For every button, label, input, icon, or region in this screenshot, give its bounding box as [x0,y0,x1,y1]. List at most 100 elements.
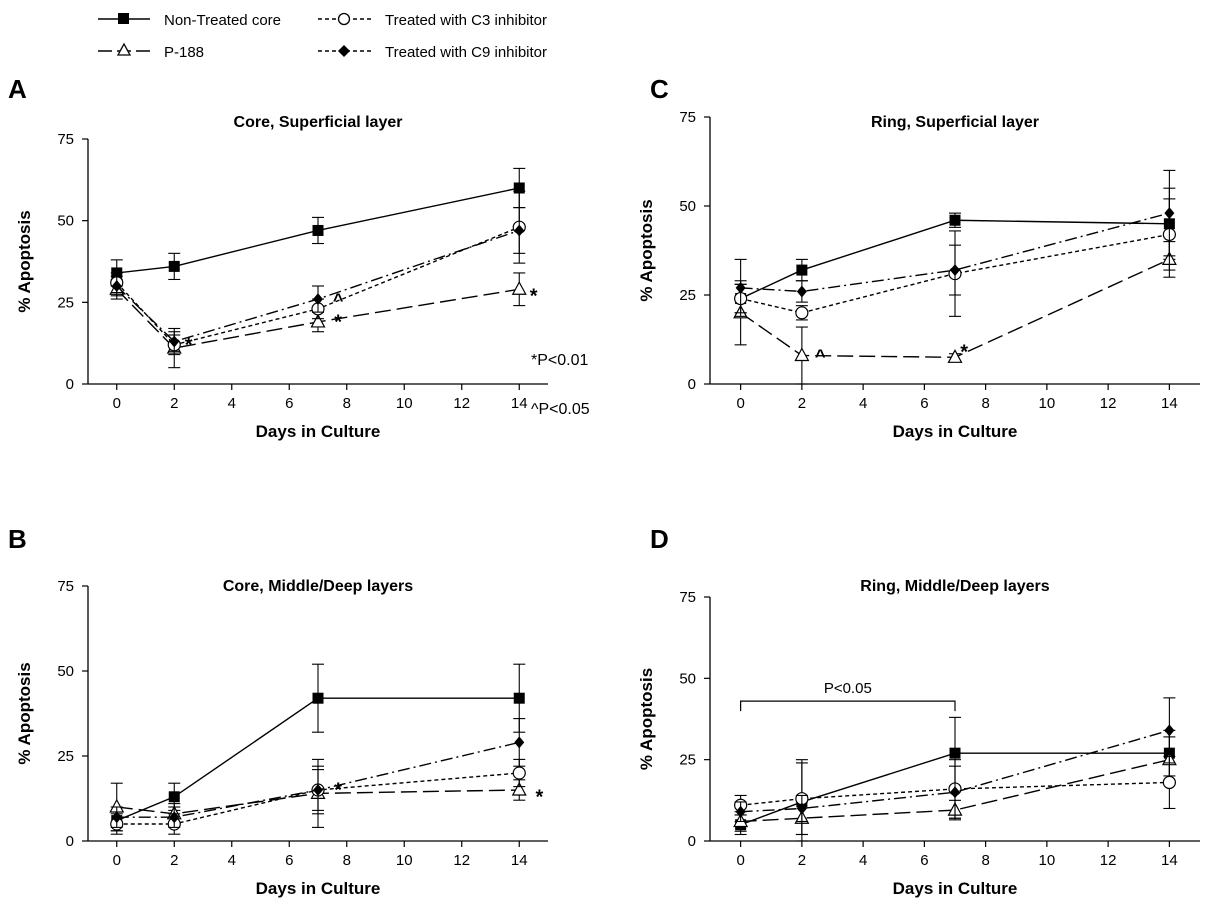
series-line [740,781,1170,806]
legend-label-c3: Treated with C3 inhibitor [385,12,547,29]
x-tick-label: 0 [736,852,744,869]
y-tick-label: 50 [57,663,74,680]
legend-entry-p188: P-188 [98,42,204,61]
data-point-diamond [313,784,323,796]
x-tick-label: 10 [1039,395,1056,412]
triangle-marker-icon [116,42,132,56]
data-point-diamond [169,811,180,824]
panel-c: C Ring, Superficial layer 0 2 4 6 8 10 12 14 0 25 50… [637,74,1200,441]
y-tick-label: 25 [679,287,696,304]
legend-label-p188: P-188 [164,44,204,61]
x-tick-label: 10 [1039,852,1056,869]
data-point-square [513,692,525,704]
x-tick-label: 14 [1161,395,1178,412]
panel-title: Core, Superficial layer [234,114,403,131]
x-axis-label: Days in Culture [893,879,1018,898]
series-line [116,741,520,818]
data-point-square [312,224,324,236]
data-point-diamond [111,811,122,824]
y-axis-label: % Apoptosis [637,199,656,301]
y-tick-label: 50 [679,670,696,687]
y-tick-label: 25 [679,752,696,769]
panel-d: D Ring, Middle/Deep layers 0 2 4 6 8 10 12 14 0 25 5… [637,524,1200,898]
series-line [116,697,520,822]
panel-title: Core, Middle/Deep layers [223,578,413,595]
x-tick-label: 14 [1161,852,1178,869]
x-tick-label: 10 [396,395,413,412]
legend-label-non-treated: Non-Treated core [164,12,281,29]
series-line [740,219,1170,300]
panel-letter: D [650,524,669,554]
significance-marker: * [334,780,342,802]
panel-title: Ring, Middle/Deep layers [860,578,1049,595]
y-tick-label: 0 [66,833,74,850]
x-tick-label: 6 [285,852,293,869]
x-tick-label: 8 [343,852,351,869]
x-axis-label: Days in Culture [256,879,381,898]
data-point-circle [795,306,809,320]
data-point-square [513,182,525,194]
x-tick-label: 8 [343,395,351,412]
data-point-square [168,791,180,803]
significance-bracket [740,700,956,712]
series-line [116,789,520,815]
series-line [116,772,520,825]
data-point-diamond [111,280,122,292]
x-tick-label: 2 [798,395,806,412]
series-line [740,752,1170,826]
data-point-diamond [313,293,323,306]
significance-note-p05: ^P<0.05 [531,401,590,418]
data-point-diamond [514,736,525,749]
x-tick-label: 12 [1100,395,1117,412]
data-point-diamond [735,281,746,294]
panel-b: B Core, Middle/Deep layers 0 2 4 6 8 10 12 14 0 25 5… [8,524,548,898]
circle-marker-icon [337,12,351,26]
square-marker-icon [118,13,129,24]
panel-letter: A [8,74,27,104]
y-tick-label: 0 [688,376,696,393]
data-point-diamond [796,285,807,298]
panel-a: A Core, Superficial layer 0 2 4 6 8 10 12 14 0 25 50… [8,74,548,441]
y-axis-label: % Apoptosis [15,662,34,764]
y-tick-label: 0 [66,376,74,393]
x-axis-label: Days in Culture [256,422,381,441]
y-tick-label: 25 [57,748,74,765]
data-point-square [312,692,324,704]
data-point-circle [1162,775,1176,790]
series-line [116,187,520,274]
significance-marker: ^ [815,346,826,366]
bracket-label: P<0.05 [824,680,872,697]
series-treated-with-c9-inhibitor [734,697,1176,823]
y-tick-label: 25 [57,294,74,311]
legend: Non-Treated core P-188 Treated with C3 i… [98,12,547,61]
x-tick-label: 6 [920,395,928,412]
legend-entry-c9: Treated with C9 inhibitor [318,44,547,61]
data-point-diamond [950,264,960,277]
x-tick-label: 6 [285,395,293,412]
data-point-diamond [1164,724,1175,737]
data-point-square [949,214,961,226]
data-point-diamond [950,786,960,799]
panel-title: Ring, Superficial layer [871,114,1039,131]
y-axis-label: % Apoptosis [637,668,656,770]
panel-letter: B [8,524,27,554]
series-line [740,729,1170,813]
x-tick-label: 6 [920,852,928,869]
series-line [740,258,1170,359]
data-point-circle [512,766,526,780]
y-tick-label: 75 [57,131,74,148]
legend-entry-c3: Treated with C3 inhibitor [318,12,547,29]
x-tick-label: 12 [453,852,470,869]
significance-marker: * [185,335,193,357]
legend-label-c9: Treated with C9 inhibitor [385,44,547,61]
x-tick-label: 4 [859,395,867,412]
x-tick-label: 8 [981,395,989,412]
data-point-diamond [514,224,525,237]
data-point-triangle [310,313,326,328]
x-tick-label: 14 [511,395,528,412]
series-line [740,233,1170,314]
series-line [116,229,520,343]
series-treated-with-c9-inhibitor [110,207,526,352]
x-tick-label: 4 [228,395,236,412]
